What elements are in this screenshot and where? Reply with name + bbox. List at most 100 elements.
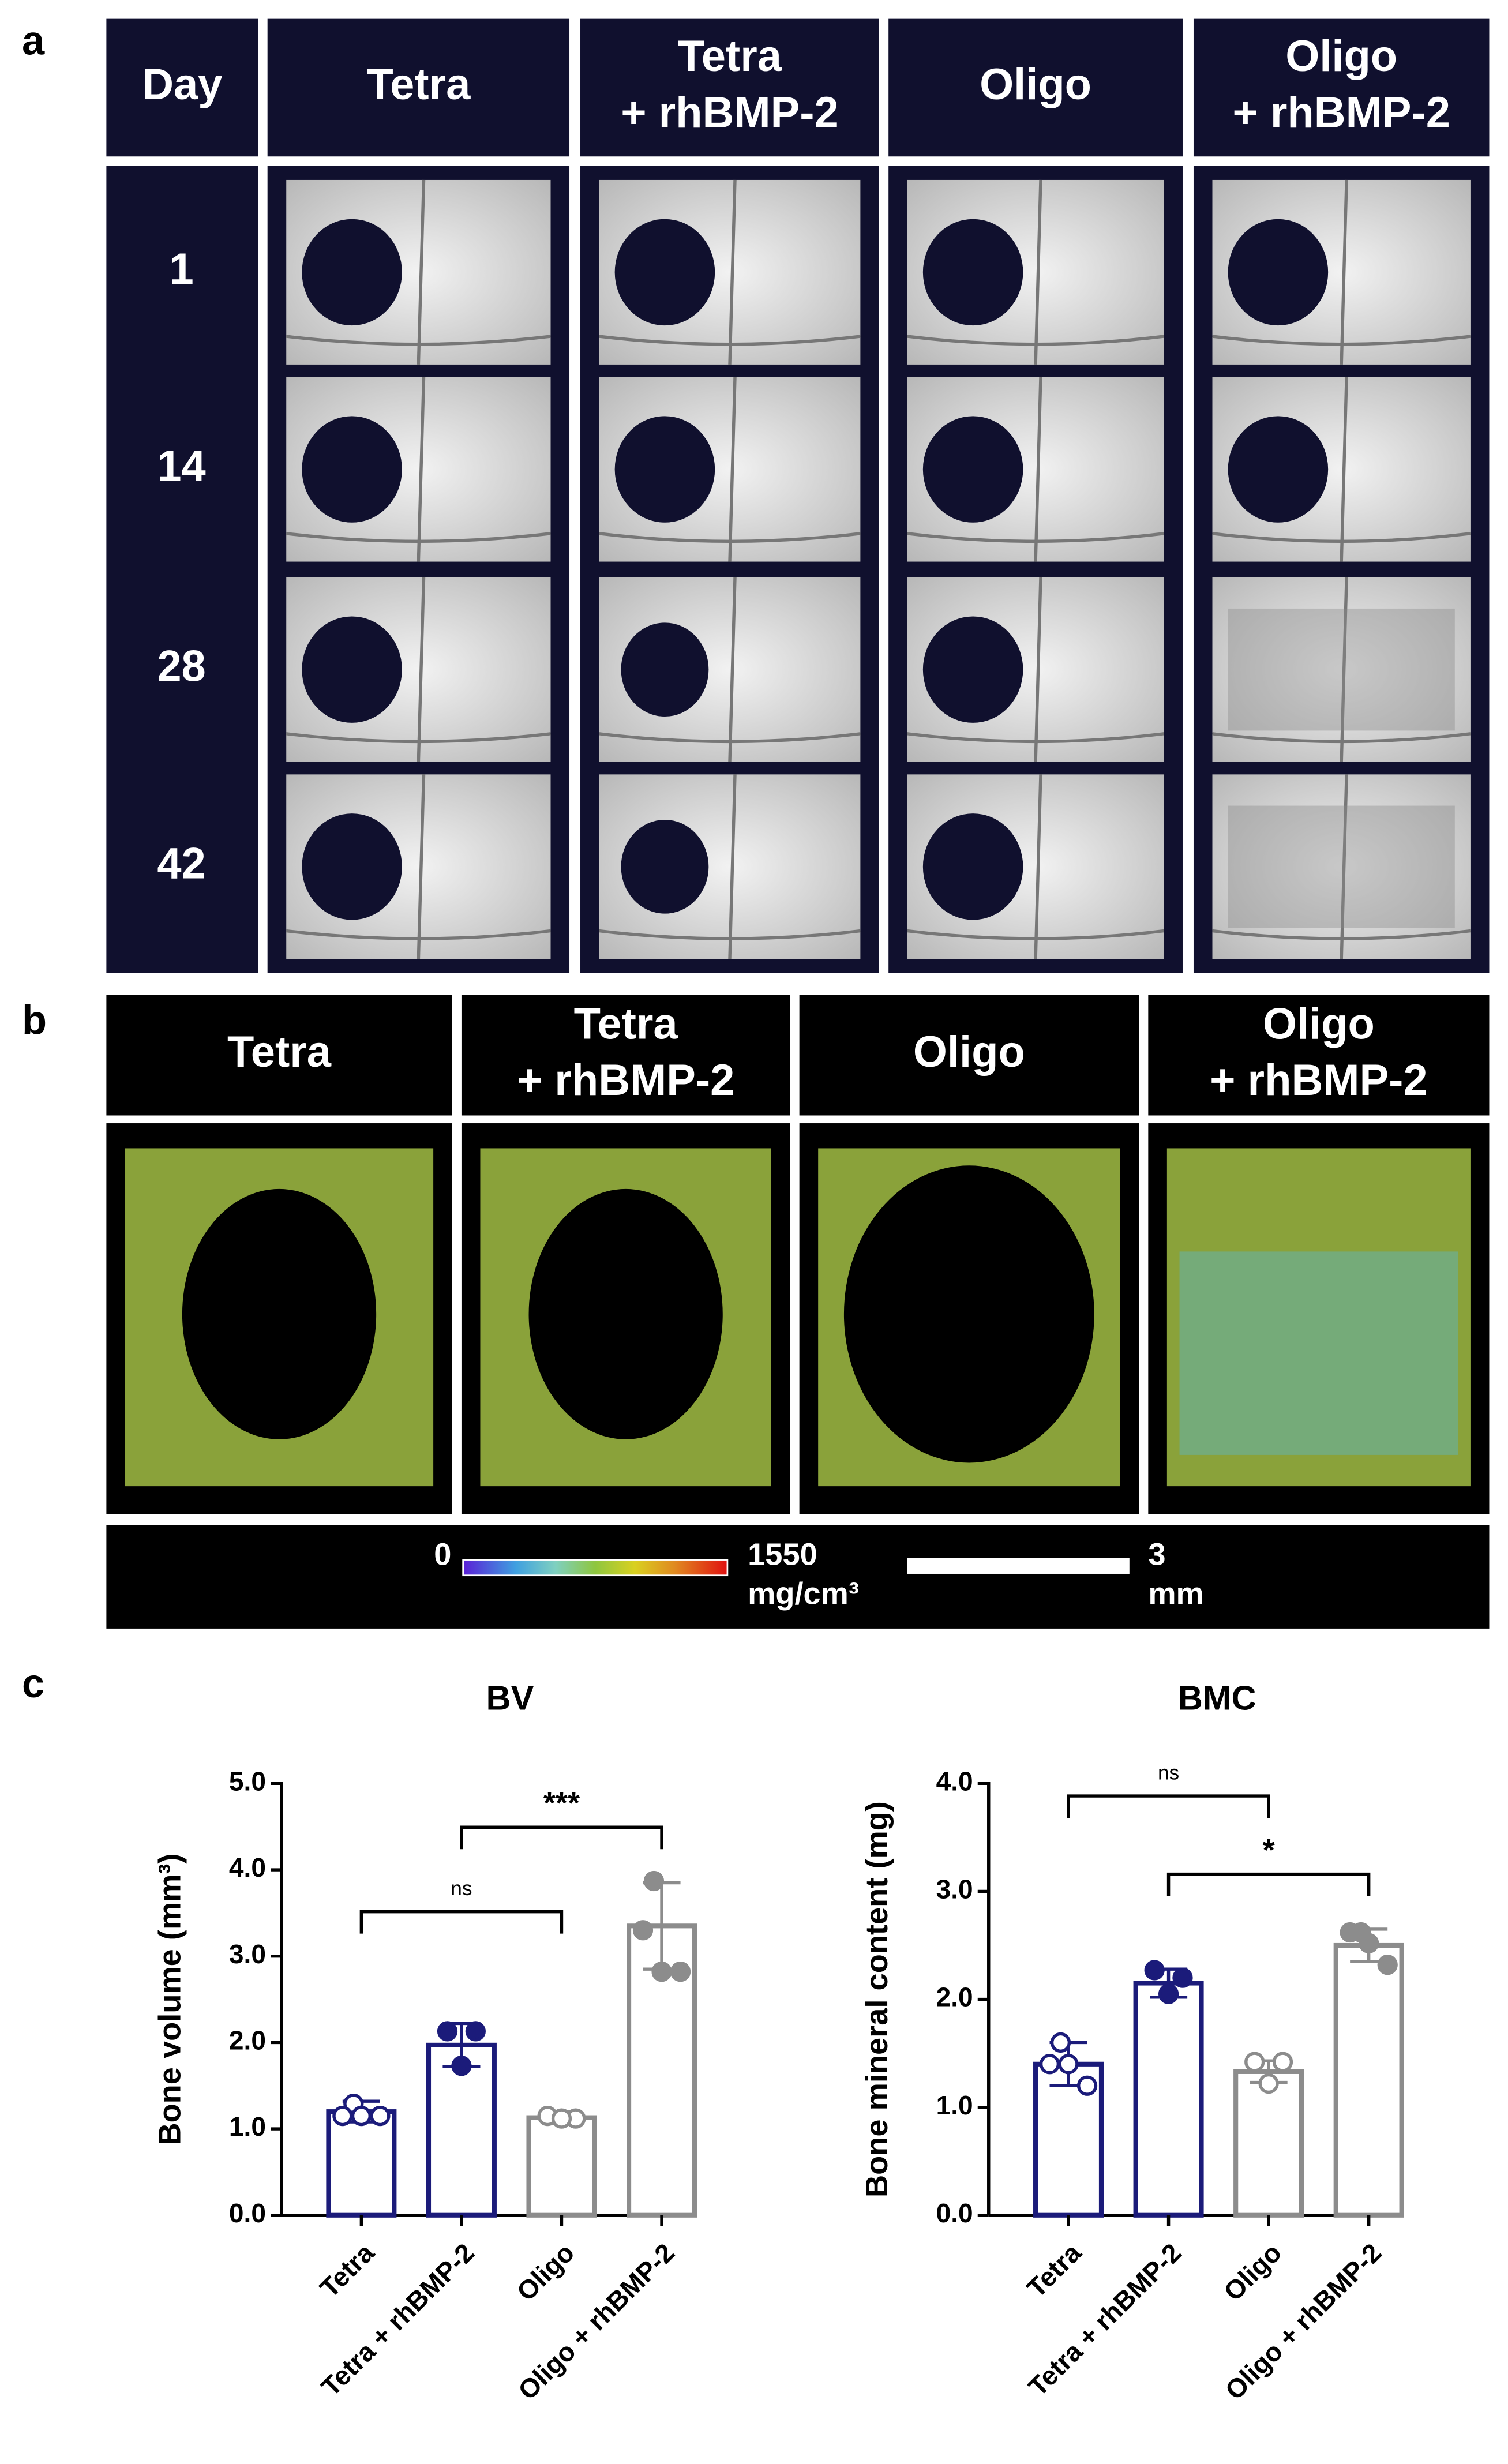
suture xyxy=(1034,774,1042,959)
colorbar xyxy=(462,1559,729,1577)
suture xyxy=(1340,774,1348,959)
legend-bar-bg xyxy=(106,1525,1490,1629)
y-tick-label: 2.0 xyxy=(229,2026,266,2056)
suture xyxy=(907,929,1164,940)
significance-bracket xyxy=(359,1910,564,1934)
defect xyxy=(621,622,709,717)
suture xyxy=(728,377,737,562)
day-label: 14 xyxy=(157,442,205,491)
suture xyxy=(417,577,426,762)
header-cell xyxy=(106,18,258,157)
defect xyxy=(1228,416,1329,523)
defect xyxy=(528,1188,723,1439)
significance-label: * xyxy=(1263,1833,1276,1867)
header-cell xyxy=(267,18,570,157)
data-point xyxy=(1377,1955,1398,1975)
body-cell xyxy=(106,166,258,973)
header-cell xyxy=(888,18,1183,157)
suture xyxy=(728,577,737,762)
y-tick-label: 3.0 xyxy=(936,1874,973,1904)
data-point xyxy=(1058,2054,1079,2075)
bar xyxy=(326,2109,397,2218)
data-point xyxy=(1340,1922,1360,1943)
defect xyxy=(621,819,709,914)
suture xyxy=(1340,179,1348,365)
suture xyxy=(1212,929,1471,940)
panel-label: c xyxy=(22,1660,44,1706)
data-point xyxy=(651,1962,672,1982)
suture xyxy=(1212,732,1471,744)
data-point xyxy=(1039,2054,1060,2075)
x-tick-label: Tetra xyxy=(1021,2237,1087,2303)
day-label: 42 xyxy=(157,839,205,888)
defect xyxy=(614,219,715,326)
suture xyxy=(1034,179,1042,365)
data-point xyxy=(1244,2052,1265,2072)
chart-title: BV xyxy=(486,1678,534,1717)
header-text: Tetra xyxy=(366,60,471,109)
suture xyxy=(417,377,426,562)
day-label: 28 xyxy=(157,642,205,691)
suture xyxy=(728,774,737,959)
colorbar-unit: mg/cm³ xyxy=(748,1576,859,1611)
defect xyxy=(302,416,402,523)
header-text: Tetra xyxy=(678,32,782,81)
panel-label: a xyxy=(22,18,45,63)
root: a b c Day Tetra Tetra + rhBMP-2 Oligo Oligo + rhB… xyxy=(22,18,1490,2405)
data-point xyxy=(1172,1967,1193,1988)
defect xyxy=(182,1188,377,1439)
suture xyxy=(1340,377,1348,562)
header-b-text: + rhBMP-2 xyxy=(1210,1056,1428,1105)
x-tick-label: Oligo xyxy=(511,2237,580,2307)
suture xyxy=(1212,532,1471,543)
suture xyxy=(907,335,1164,346)
defect xyxy=(302,219,402,326)
suture xyxy=(599,335,861,346)
header-b-text: Oligo xyxy=(1263,999,1375,1048)
y-tick-label: 0.0 xyxy=(936,2198,973,2228)
mineralized xyxy=(1228,805,1455,928)
suture xyxy=(907,732,1164,744)
defect xyxy=(922,219,1023,326)
header-b-text: Tetra xyxy=(227,1027,332,1077)
panel-label: b xyxy=(22,997,47,1042)
suture xyxy=(599,929,861,940)
defect xyxy=(614,416,715,523)
scalebar-unit: mm xyxy=(1148,1576,1203,1611)
scalebar xyxy=(907,1558,1130,1574)
y-tick-label: 4.0 xyxy=(936,1767,973,1797)
bar xyxy=(526,2115,597,2218)
y-tick-label: 3.0 xyxy=(229,1939,266,1969)
y-tick-label: 1.0 xyxy=(936,2090,973,2120)
header-text: Oligo xyxy=(1285,32,1397,81)
defect xyxy=(843,1165,1094,1463)
significance-bracket xyxy=(1067,1794,1270,1818)
suture xyxy=(286,929,551,940)
suture xyxy=(1340,577,1348,762)
data-point xyxy=(1258,2073,1279,2094)
day-label: 1 xyxy=(169,245,193,294)
suture xyxy=(286,335,551,346)
data-point xyxy=(370,2105,391,2127)
suture xyxy=(417,774,426,959)
data-point xyxy=(551,2108,572,2129)
defect xyxy=(922,616,1023,723)
suture xyxy=(286,732,551,744)
header-text: + rhBMP-2 xyxy=(1232,88,1450,137)
data-point xyxy=(632,1920,654,1941)
bar xyxy=(1133,1981,1204,2218)
y-axis-label: Bone volume (mm³) xyxy=(153,1854,187,2146)
scalebar-length: 3 xyxy=(1148,1537,1165,1572)
data-point xyxy=(643,1870,665,1892)
y-axis-label: Bone mineral content (mg) xyxy=(860,1801,894,2197)
mineralized xyxy=(1228,608,1455,731)
suture xyxy=(599,732,861,744)
data-point xyxy=(1272,2052,1293,2072)
data-point xyxy=(1076,2075,1098,2096)
colorbar-max: 1550 xyxy=(748,1537,817,1572)
suture xyxy=(728,179,737,365)
defect xyxy=(302,616,402,723)
bar xyxy=(1333,1942,1404,2218)
mineralized xyxy=(1179,1251,1458,1455)
data-point xyxy=(451,2056,472,2076)
